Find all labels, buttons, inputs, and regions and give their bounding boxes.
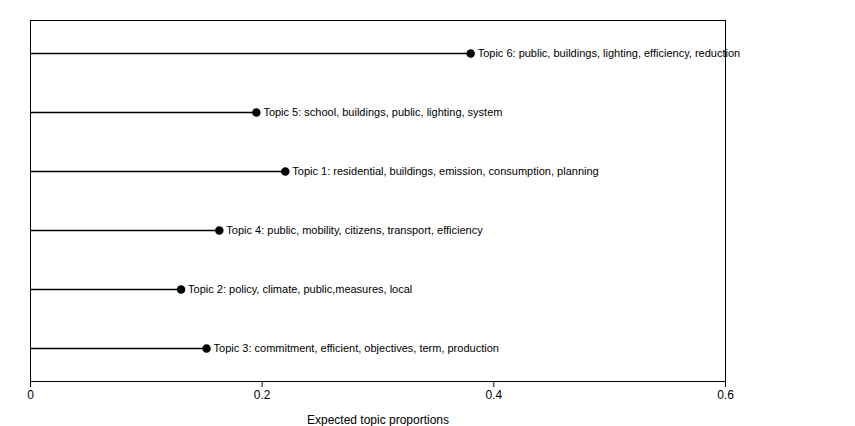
svg-text:Topic 3: commitment, efficient: Topic 3: commitment, efficient, objectiv…: [214, 342, 499, 354]
svg-text:0: 0: [27, 388, 34, 402]
svg-text:Topic 2: policy, climate, publ: Topic 2: policy, climate, public,measure…: [188, 283, 412, 295]
svg-text:Topic 1: residential, building: Topic 1: residential, buildings, emissio…: [292, 165, 598, 177]
svg-text:Topic 5: school, buildings, pu: Topic 5: school, buildings, public, ligh…: [263, 106, 502, 118]
svg-text:0.6: 0.6: [717, 388, 734, 402]
svg-text:Expected topic proportions: Expected topic proportions: [307, 413, 449, 426]
svg-text:Topic 6: public, buildings, li: Topic 6: public, buildings, lighting, ef…: [478, 47, 741, 59]
svg-text:0.2: 0.2: [254, 388, 271, 402]
svg-text:Topic 4: public, mobility, cit: Topic 4: public, mobility, citizens, tra…: [226, 224, 483, 236]
svg-text:0.4: 0.4: [485, 388, 502, 402]
